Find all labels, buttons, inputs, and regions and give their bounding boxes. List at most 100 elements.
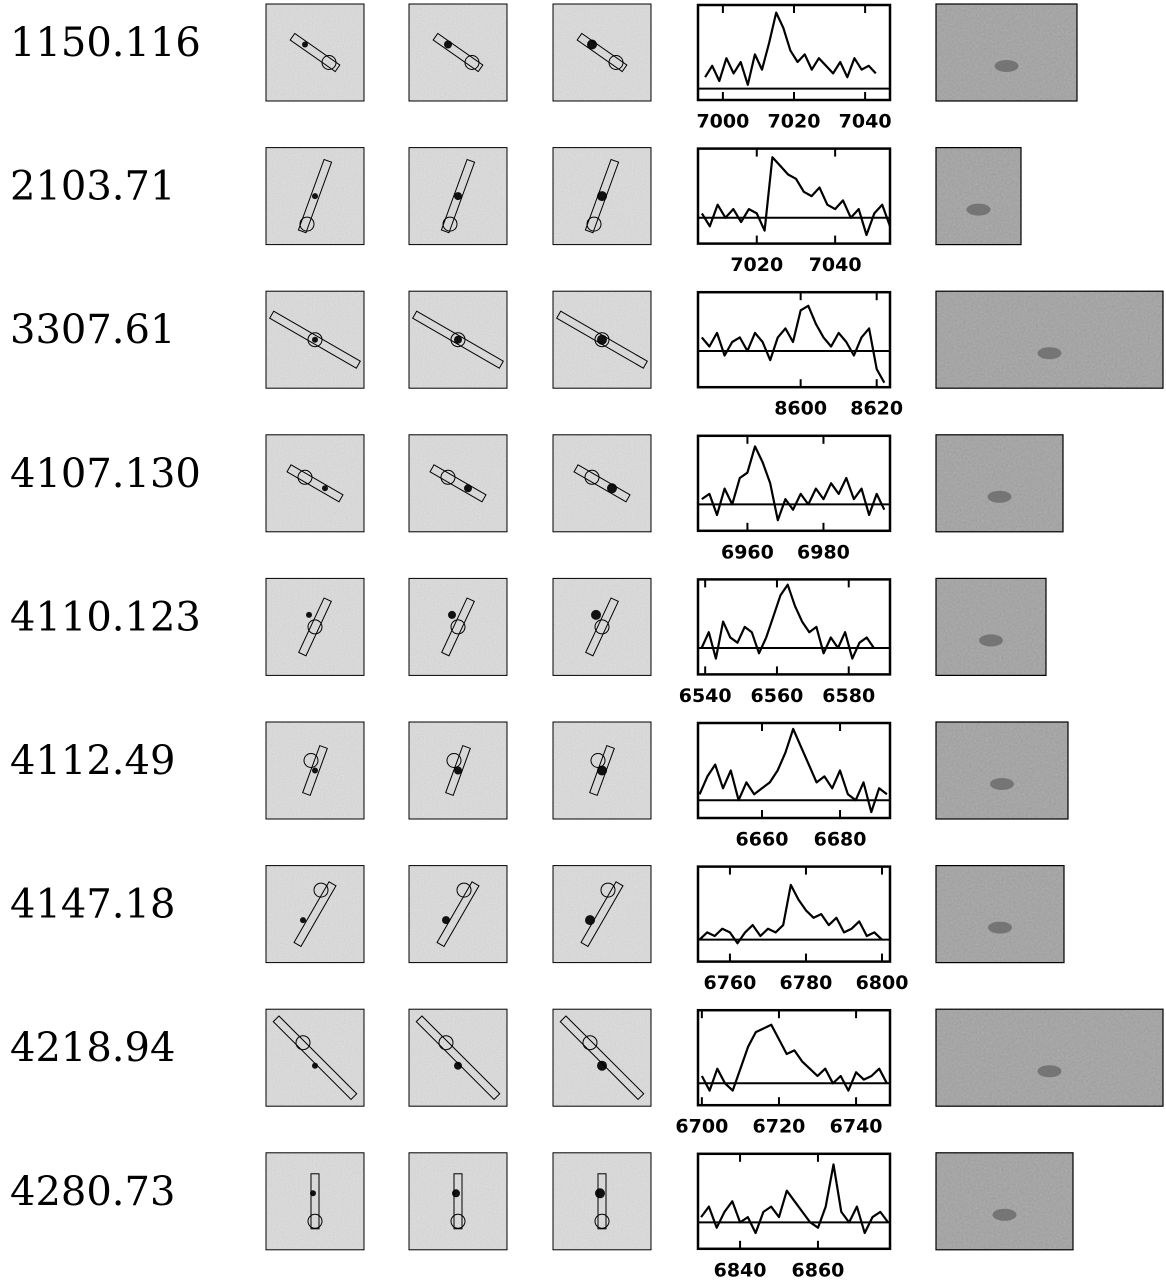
image-stamp	[408, 434, 508, 533]
x-tick-label: 6740	[830, 1116, 883, 1138]
stamp-frame	[552, 3, 652, 102]
stamp-frame	[408, 434, 508, 533]
image-stamp	[408, 577, 508, 676]
stamp-frame	[408, 1152, 508, 1251]
aperture	[582, 1035, 598, 1051]
image-stamp	[265, 1152, 365, 1251]
source	[454, 192, 462, 201]
stamp-frame	[552, 290, 652, 389]
plot-frame	[696, 1152, 892, 1251]
slit	[445, 744, 471, 797]
slit	[556, 310, 648, 369]
x-tick-label: 8600	[774, 398, 827, 420]
source	[300, 917, 306, 924]
spec2d-frame	[935, 290, 1164, 389]
image-stamp	[408, 1008, 508, 1107]
aperture	[307, 1213, 323, 1229]
stamp-frame	[265, 434, 365, 533]
aperture	[584, 469, 600, 485]
stamp-noise	[553, 434, 651, 532]
stamp-frame	[408, 147, 508, 246]
slit	[432, 32, 484, 73]
aperture	[600, 882, 616, 898]
spec2d-noise	[936, 147, 1021, 245]
spectrum-2d	[935, 864, 1065, 964]
spec2d-noise	[936, 865, 1064, 963]
spec2d-noise	[936, 722, 1068, 819]
slit	[573, 464, 631, 503]
plot-frame	[696, 578, 892, 676]
image-stamp	[265, 3, 365, 102]
slit	[429, 464, 487, 503]
aperture	[464, 55, 480, 70]
aperture	[307, 619, 323, 635]
image-stamp	[408, 721, 508, 820]
slit	[559, 1015, 645, 1101]
aperture	[313, 882, 329, 898]
slit	[272, 1015, 358, 1101]
source	[454, 1061, 462, 1070]
source	[597, 334, 607, 345]
aperture	[456, 882, 472, 898]
image-stamp	[552, 865, 652, 964]
image-stamp	[408, 1152, 508, 1251]
x-tick-label: 6980	[797, 541, 850, 563]
slit	[441, 597, 475, 657]
spec2d-noise	[936, 434, 1063, 532]
stamp-noise	[409, 1009, 507, 1107]
stamp-noise	[409, 434, 507, 532]
stamp-frame	[265, 577, 365, 676]
stamp-frame	[265, 290, 365, 389]
stamp-noise	[266, 865, 364, 963]
object-id: 4218.94	[10, 1025, 175, 1071]
slit	[584, 158, 620, 234]
plot-frame	[696, 290, 892, 389]
spectrum-2d	[935, 290, 1164, 389]
stamp-noise	[266, 434, 364, 532]
x-tick-label: 6540	[679, 685, 732, 707]
x-tick-label: 6580	[822, 685, 875, 707]
source	[312, 767, 318, 774]
stamp-noise	[553, 578, 651, 676]
spec2d-noise	[936, 1152, 1073, 1250]
source	[597, 191, 607, 202]
x-tick-label: 6660	[736, 829, 789, 851]
stamp-noise	[553, 865, 651, 963]
spectrum-line	[701, 445, 886, 522]
object-id: 1150.116	[10, 20, 201, 66]
spec2d-frame	[935, 434, 1064, 533]
emission-blob	[992, 1208, 1017, 1221]
stamp-frame	[552, 865, 652, 964]
plot-frame	[696, 3, 892, 102]
spectrum-line	[698, 883, 883, 945]
image-stamp	[265, 865, 365, 964]
spec2d-frame	[935, 1152, 1074, 1251]
stamp-frame	[552, 147, 652, 246]
image-stamp	[265, 577, 365, 676]
emission-blob	[990, 778, 1014, 790]
spectrum-2d	[935, 721, 1069, 820]
stamp-frame	[265, 721, 365, 820]
x-tick-label: 6840	[714, 1259, 767, 1281]
emission-blob	[994, 60, 1019, 72]
stamp-noise	[266, 578, 364, 676]
spectrum-2d	[935, 577, 1047, 677]
slit	[298, 597, 332, 657]
source	[597, 1060, 607, 1071]
x-tick-label: 7020	[730, 254, 783, 276]
x-tick-label: 6700	[675, 1116, 728, 1138]
x-tick-label: 6760	[703, 972, 756, 994]
aperture	[440, 469, 456, 485]
x-tick-label: 6800	[856, 972, 909, 994]
image-stamp	[265, 147, 365, 246]
object-id: 4112.49	[10, 738, 175, 784]
stamp-frame	[552, 1152, 652, 1251]
stamp-frame	[265, 1152, 365, 1251]
spec2d-frame	[935, 147, 1022, 246]
spectrum-2d	[935, 434, 1064, 533]
aperture	[594, 332, 610, 348]
stamp-frame	[552, 721, 652, 820]
source	[444, 40, 452, 49]
emission-blob	[1037, 1065, 1062, 1078]
aperture	[450, 619, 466, 635]
